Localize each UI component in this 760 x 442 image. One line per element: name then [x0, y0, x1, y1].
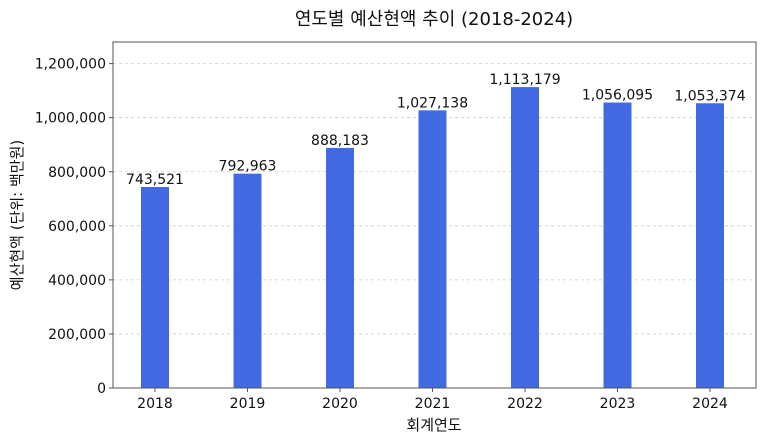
- y-tick-label: 1,000,000: [35, 111, 106, 127]
- bar: [418, 110, 447, 389]
- x-tick-label: 2018: [137, 396, 173, 412]
- x-axis-label: 회계연도: [406, 416, 461, 434]
- data-label: 888,183: [311, 133, 369, 149]
- grid: [113, 63, 756, 335]
- chart-title: 연도별 예산현액 추이 (2018-2024): [295, 9, 573, 30]
- x-tick-label: 2021: [415, 396, 451, 412]
- bar: [326, 147, 354, 388]
- bar: [603, 102, 632, 388]
- data-label: 1,056,095: [582, 88, 653, 104]
- x-tick-label: 2023: [600, 396, 636, 412]
- bar: [511, 87, 539, 388]
- bars: 743,521 792,963 888,183 1,027,138 1,113,179 1…: [126, 72, 746, 389]
- y-tick-label: 200,000: [48, 327, 106, 343]
- x-tick-label: 2022: [507, 396, 543, 412]
- x-axis: 2018 2019 2020 2021 2022 2023 2024: [137, 388, 728, 412]
- x-tick-label: 2019: [230, 396, 266, 412]
- data-label: 1,053,374: [674, 88, 745, 104]
- y-axis-label: 예산현액 (단위: 백만원): [8, 140, 26, 291]
- data-label: 743,521: [126, 172, 184, 188]
- data-label: 792,963: [219, 159, 277, 175]
- data-label: 1,027,138: [397, 95, 468, 111]
- x-tick-label: 2020: [322, 396, 358, 412]
- y-tick-label: 1,200,000: [35, 57, 106, 73]
- bar: [141, 187, 169, 388]
- y-tick-label: 800,000: [48, 165, 106, 181]
- y-tick-label: 400,000: [48, 273, 106, 289]
- bar: [233, 173, 262, 388]
- bar: [696, 103, 724, 389]
- y-tick-label: 0: [97, 381, 106, 397]
- x-tick-label: 2024: [692, 396, 728, 412]
- plot-frame: [112, 41, 757, 389]
- y-axis: 0 200,000 400,000 600,000 800,000 1,000,000 1,…: [35, 57, 113, 397]
- y-tick-label: 600,000: [48, 219, 106, 235]
- data-label: 1,113,179: [489, 72, 560, 88]
